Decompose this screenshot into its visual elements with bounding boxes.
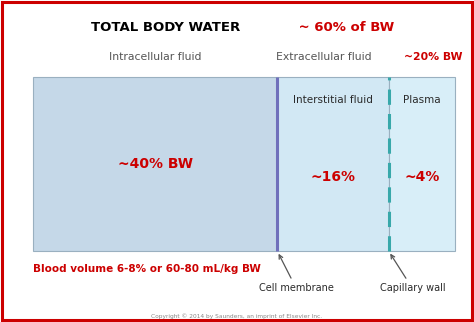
Text: Extracellular fluid: Extracellular fluid bbox=[276, 52, 371, 62]
Text: Interstitial fluid: Interstitial fluid bbox=[293, 95, 373, 105]
Text: Capillary wall: Capillary wall bbox=[380, 255, 445, 293]
Text: ~40% BW: ~40% BW bbox=[118, 157, 193, 171]
Bar bbox=[277, 77, 389, 251]
Text: ~ 60% of BW: ~ 60% of BW bbox=[294, 21, 394, 34]
Text: TOTAL BODY WATER: TOTAL BODY WATER bbox=[91, 21, 240, 34]
Text: Copyright © 2014 by Saunders, an imprint of Elsevier Inc.: Copyright © 2014 by Saunders, an imprint… bbox=[151, 313, 323, 319]
Text: ~16%: ~16% bbox=[310, 170, 356, 184]
Bar bbox=[33, 77, 277, 251]
Text: Plasma: Plasma bbox=[403, 95, 441, 105]
Text: Blood volume 6-8% or 60-80 mL/kg BW: Blood volume 6-8% or 60-80 mL/kg BW bbox=[33, 264, 261, 274]
Bar bbox=[389, 77, 455, 251]
Text: ~4%: ~4% bbox=[404, 170, 439, 184]
Text: ~20% BW: ~20% BW bbox=[404, 52, 462, 62]
Text: Intracellular fluid: Intracellular fluid bbox=[109, 52, 201, 62]
Text: Cell membrane: Cell membrane bbox=[259, 255, 334, 293]
